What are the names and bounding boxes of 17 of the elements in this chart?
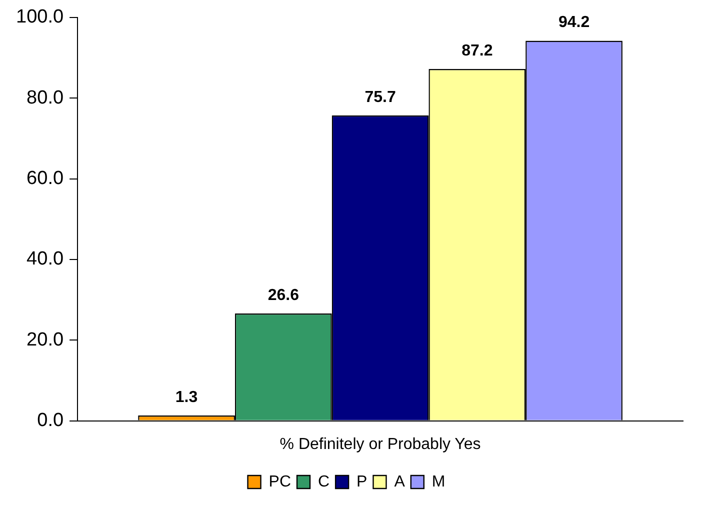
y-tick-label: 60.0 (26, 168, 64, 189)
y-tick-label: 80.0 (26, 87, 64, 108)
legend-label: A (394, 473, 406, 490)
x-tick-label: % Definitely or Probably Yes (280, 436, 481, 453)
y-tick-label: 20.0 (26, 329, 64, 350)
data-label: 87.2 (462, 42, 493, 60)
legend-label: P (356, 473, 368, 490)
y-tick-label: 40.0 (26, 248, 64, 270)
legend-label: PC (268, 473, 292, 490)
legend-label: M (432, 473, 446, 490)
y-tick-label: 0.0 (37, 410, 64, 432)
data-label: 26.6 (268, 286, 300, 304)
data-label: 75.7 (364, 88, 396, 106)
y-tick-label: 100.0 (16, 6, 64, 28)
legend-label: C (318, 473, 330, 490)
data-label: 1.3 (175, 388, 198, 406)
data-label: 94.2 (558, 14, 590, 32)
